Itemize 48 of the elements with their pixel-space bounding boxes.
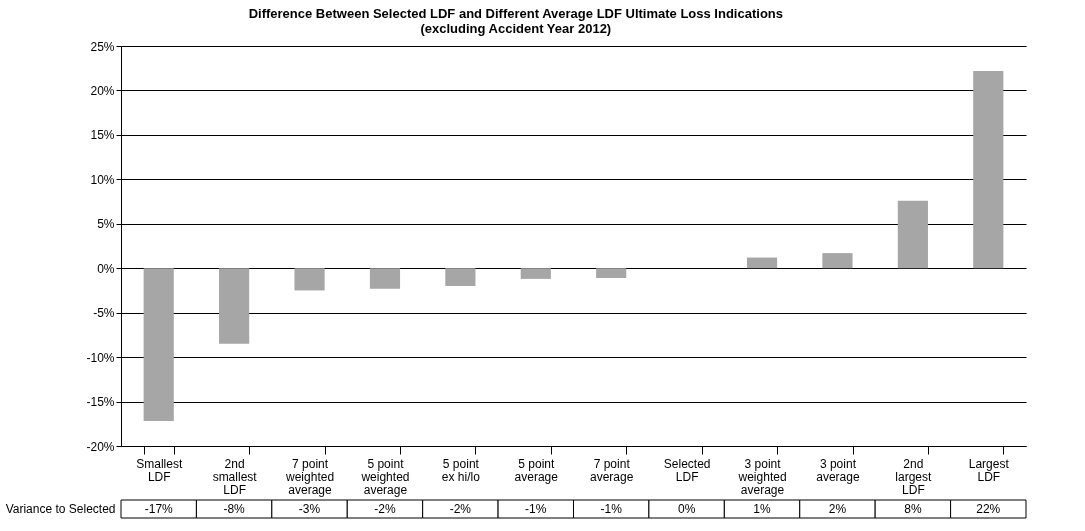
data-label: -2%: [449, 502, 472, 516]
x-tick-label: Smallest LDF: [136, 456, 183, 484]
bar: [369, 268, 401, 289]
y-tick-label: 20%: [90, 83, 115, 98]
data-label: -17%: [144, 502, 174, 516]
x-tick-label: 7 point average: [590, 456, 634, 484]
x-tick-label: 3 point weighted average: [737, 456, 787, 497]
y-tick-label: 0%: [97, 261, 115, 276]
data-label: 22%: [976, 502, 1001, 516]
chart-title: Difference Between Selected LDF and Different Average LDF Ultimate Loss Indications: [248, 6, 783, 21]
y-tick-label: 25%: [90, 39, 115, 54]
bar: [219, 268, 250, 344]
x-tick-label: Largest LDF: [968, 456, 1010, 484]
x-tick-label: Selected LDF: [663, 456, 711, 484]
data-label: 1%: [753, 502, 772, 516]
data-label: 8%: [904, 502, 922, 516]
bar: [746, 257, 778, 269]
y-tick-label: -20%: [86, 439, 115, 454]
bar: [897, 200, 928, 269]
data-label: 0%: [677, 502, 696, 516]
data-label: -3%: [298, 502, 321, 516]
bar: [822, 253, 853, 269]
x-tick-label: 2nd largest LDF: [895, 456, 933, 497]
data-label: -2%: [374, 502, 396, 516]
bar: [294, 268, 325, 291]
x-tick-label: 5 point ex hi/lo: [441, 456, 481, 484]
x-tick-label: 3 point average: [816, 456, 860, 484]
bar: [520, 268, 551, 279]
y-tick-label: 5%: [97, 217, 115, 232]
data-label: -8%: [223, 502, 246, 516]
x-tick-label: 7 point weighted average: [285, 456, 335, 497]
y-tick-label: 15%: [90, 128, 115, 143]
bar: [596, 268, 627, 278]
x-tick-label: 5 point weighted average: [360, 456, 410, 497]
text: Variance to Selected: [5, 502, 116, 516]
bar: [973, 70, 1004, 269]
bar: [445, 268, 476, 286]
x-tick-label: 2nd smallest LDF: [212, 456, 258, 497]
chart-subtitle: (excluding Accident Year 2012): [420, 21, 612, 36]
y-tick-label: -15%: [86, 395, 115, 410]
y-tick-label: 10%: [90, 172, 115, 187]
data-label: 2%: [828, 502, 847, 516]
data-label: -1%: [525, 502, 547, 516]
y-tick-label: -10%: [86, 350, 115, 365]
data-label: -1%: [600, 502, 623, 516]
x-tick-label: 5 point average: [514, 456, 559, 484]
bar: [143, 268, 174, 422]
y-tick-label: -5%: [93, 306, 115, 321]
